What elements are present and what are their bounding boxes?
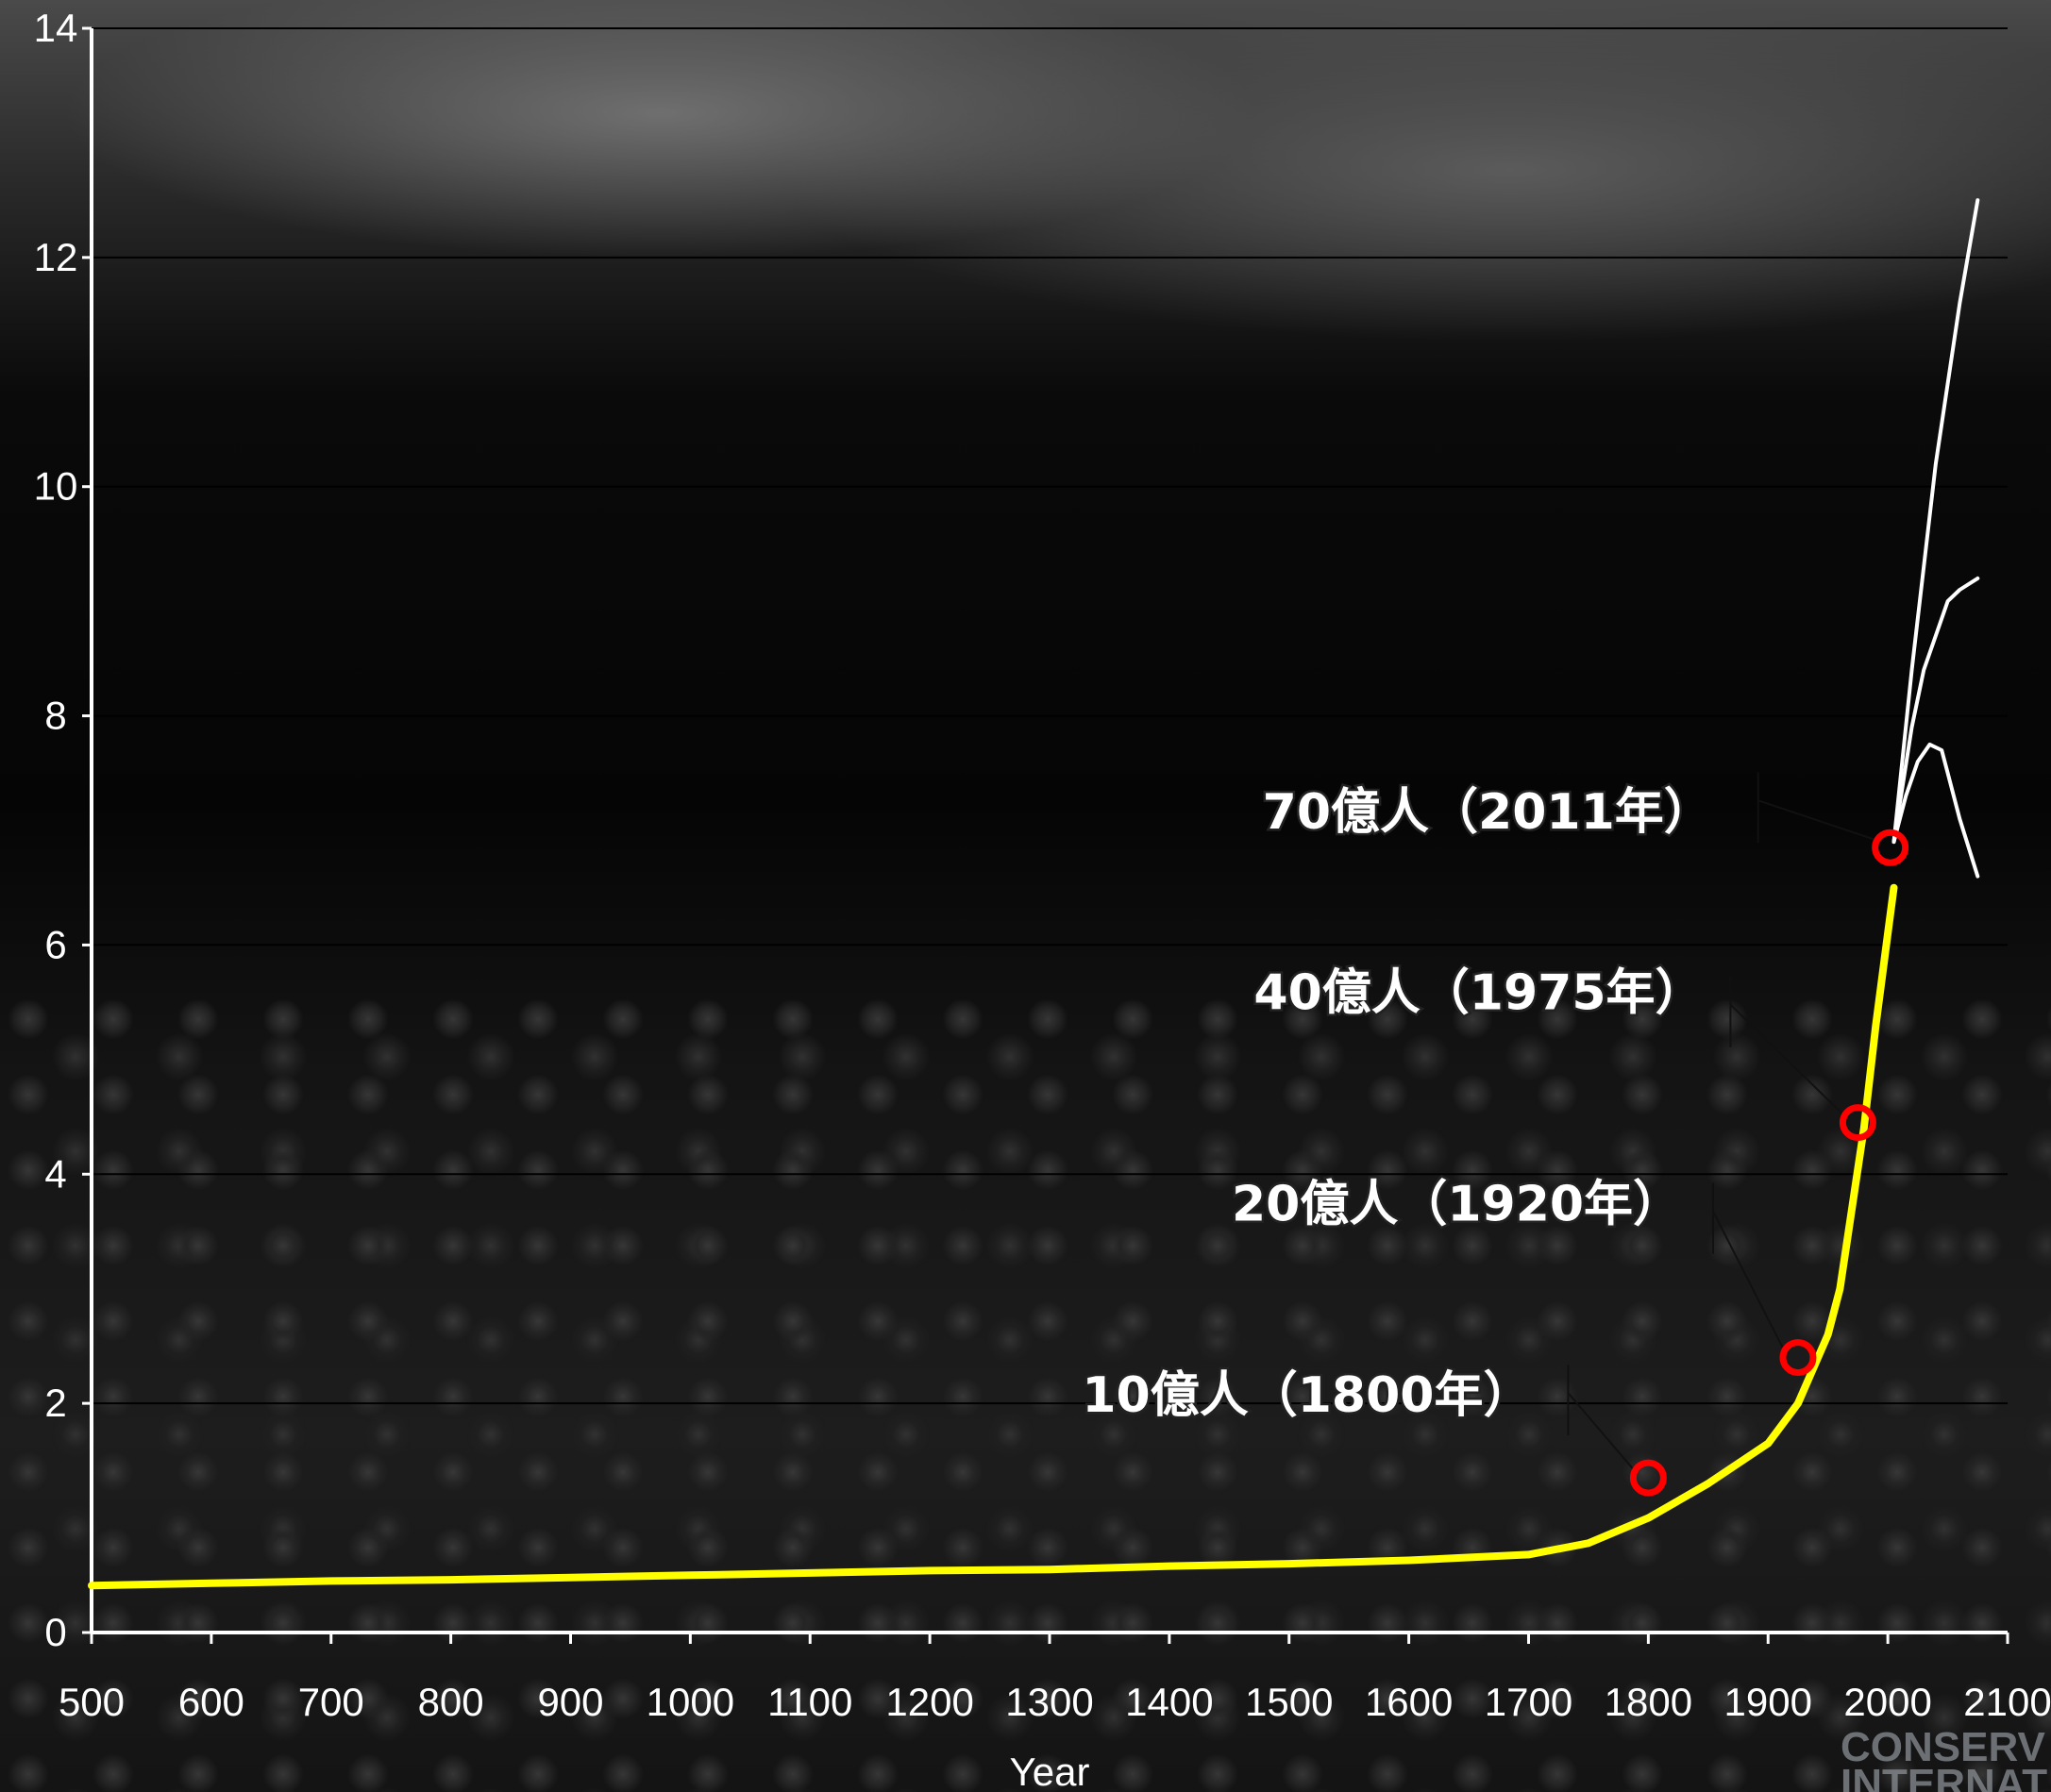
milestone-marker (1839, 1104, 1876, 1142)
milestone-marker (1629, 1459, 1667, 1497)
milestone-label: 70億人（2011年） (1263, 784, 1713, 841)
y-tick-label: 0 (44, 1610, 66, 1654)
callout-leader (1567, 1392, 1636, 1471)
callout-leader (1712, 1211, 1785, 1351)
x-tick-label: 2000 (1843, 1680, 1931, 1724)
x-tick-label: 1900 (1724, 1680, 1812, 1724)
milestone-markers: 10億人（1800年） 20億人（1920年） 40億人（1975年） 70億人（20… (1080, 772, 1909, 1497)
milestone-marker (1779, 1339, 1817, 1377)
gridlines (92, 27, 2008, 1405)
callout-leader (1757, 799, 1876, 842)
axes (82, 26, 2009, 1644)
x-tick-label: 700 (298, 1680, 364, 1724)
population-line (88, 883, 1898, 1590)
y-tick-labels: 0 2 4 6 8 10 12 14 (34, 6, 78, 1654)
x-tick-label: 1500 (1245, 1680, 1333, 1724)
y-tick-label: 6 (44, 922, 66, 966)
y-tick-label: 2 (44, 1381, 66, 1425)
series-lines (88, 198, 1980, 1590)
projection-line (1891, 576, 1980, 845)
crowd-texture (0, 991, 2051, 1792)
x-tick-label: 1200 (885, 1680, 973, 1724)
x-tick-label: 1100 (767, 1680, 852, 1724)
x-tick-label: 1700 (1485, 1680, 1572, 1724)
y-tick-label: 12 (34, 235, 78, 279)
x-axis-title: Year (1010, 1750, 1090, 1792)
x-tick-label: 1400 (1125, 1680, 1213, 1724)
x-tick-labels: 500 600 700 800 900 1000 1100 1200 1300 1400 1500 1… (59, 1680, 2051, 1724)
y-tick-label: 8 (44, 694, 66, 738)
y-tick-label: 4 (44, 1151, 66, 1196)
milestone-marker (1872, 829, 1909, 866)
watermark-line-2: INTERNAT (1841, 1761, 2047, 1792)
x-tick-label: 800 (418, 1680, 484, 1724)
x-tick-label: 1000 (647, 1680, 734, 1724)
x-tick-label: 1800 (1605, 1680, 1692, 1724)
milestone-label: 20億人（1920年） (1232, 1177, 1682, 1233)
callout-leader (1729, 1003, 1845, 1116)
projection-line (1891, 742, 1980, 879)
y-tick-label: 14 (34, 6, 78, 50)
x-tick-label: 900 (537, 1680, 603, 1724)
x-tick-label: 600 (178, 1680, 244, 1724)
x-tick-label: 2100 (1963, 1680, 2051, 1724)
watermark-line-1: CONSERV (1841, 1724, 2045, 1770)
x-tick-label: 1600 (1365, 1680, 1453, 1724)
milestone-label: 40億人（1975年） (1253, 965, 1704, 1022)
y-tick-label: 10 (34, 464, 78, 509)
x-tick-label: 1300 (1005, 1680, 1093, 1724)
x-tick-label: 500 (59, 1680, 125, 1724)
milestone-label: 10億人（1800年） (1082, 1367, 1532, 1424)
projection-line (1891, 198, 1980, 845)
